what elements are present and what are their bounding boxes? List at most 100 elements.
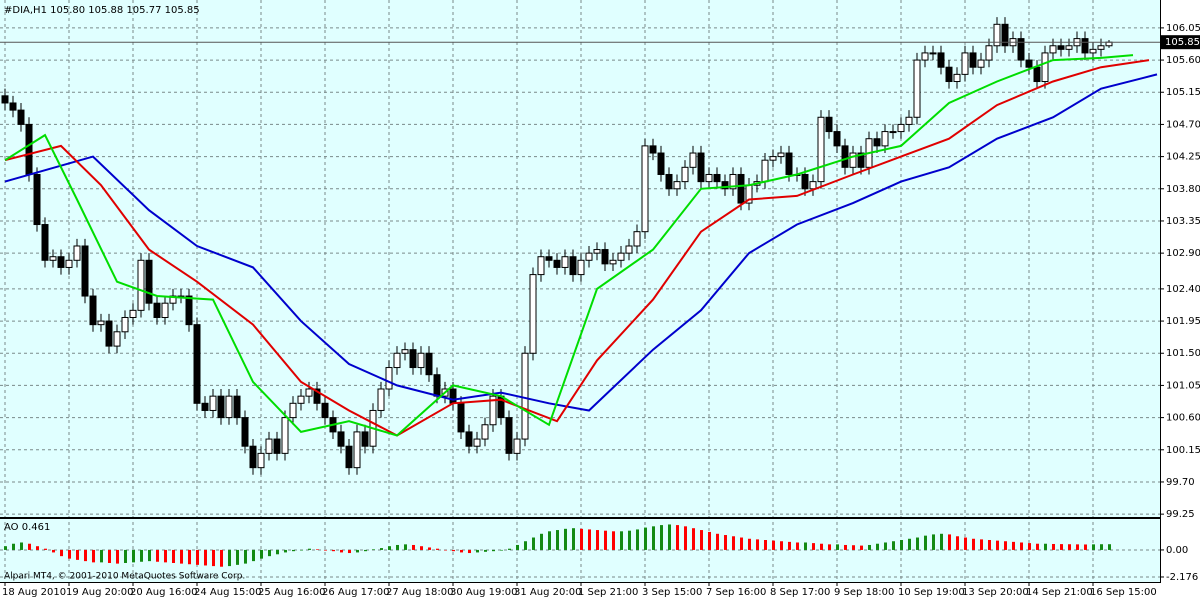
ao-bar [356,549,359,553]
candle-body [953,73,961,83]
x-tick-label: 18 Aug 2010 [2,587,66,598]
candle-body [105,320,113,347]
candle-body [145,259,153,304]
ao-bar [412,544,415,550]
ao-bar [252,549,255,562]
ao-bar [180,549,183,564]
candle-body [769,156,777,161]
candle-body [817,116,825,183]
ao-bar [236,549,239,565]
ao-bar [932,534,935,550]
candle-body [849,152,857,168]
candle-body [1105,41,1113,47]
candle-body [1025,59,1033,68]
candle-body [297,395,305,404]
candle-body [33,173,41,226]
ao-bar [1044,543,1047,550]
x-tick-label: 19 Aug 20:00 [66,587,133,598]
candle-body [185,295,193,326]
ao-bar [780,541,783,550]
ao-bar [60,549,63,557]
candle-body [257,452,265,469]
candle-body [1089,48,1097,54]
ao-bar [692,528,695,550]
ao-bar [756,539,759,550]
y-tick-label: -2.176 [1166,572,1198,583]
candle-body [1097,45,1105,50]
ao-bar [396,544,399,550]
ao-bar [676,525,679,550]
ao-bar [428,547,431,550]
ao-bar [652,526,655,550]
ao-bar [972,538,975,550]
ao-bar [1068,544,1071,550]
candle-body [721,181,729,190]
candle-body [425,352,433,376]
ao-bar [44,548,47,550]
current-price-box [1161,35,1200,50]
candle-body [337,431,345,447]
candle-body [265,438,273,454]
candle-body [249,445,257,469]
ao-bar [220,549,223,567]
candle-body [625,245,633,254]
ao-bar [476,549,479,553]
candle-body [1081,38,1089,54]
ao-bar [300,549,303,551]
ao-bar [772,540,775,550]
x-tick-label: 31 Aug 20:00 [514,587,581,598]
candle-body [225,395,233,419]
ao-bar [996,540,999,550]
candle-body [233,395,241,419]
ao-bar [548,531,551,550]
candle-body [393,352,401,369]
ao-bar [332,549,335,552]
ao-bar [532,537,535,550]
ao-bar [84,549,87,562]
ao-bar [796,542,799,550]
ao-bar [68,549,71,559]
candle-body [25,123,33,175]
ao-bar [884,542,887,550]
ao-bar [124,549,127,563]
candle-body [737,173,745,204]
ao-bar [716,533,719,550]
ao-bar [36,546,39,550]
ao-bar [268,549,271,557]
x-tick-label: 16 Sep 15:00 [1090,587,1157,598]
ao-bar [1052,543,1055,550]
candle-body [681,166,689,183]
y-tick-label: 99.70 [1166,477,1195,488]
candle-body [921,52,929,61]
ao-bar [284,549,287,553]
candle-body [873,138,881,147]
y-tick-label: 102.40 [1166,284,1200,295]
candle-body [521,352,529,440]
candle-body [969,52,977,68]
candle-body [617,252,625,261]
ao-bar [20,542,23,550]
ao-bar [596,530,599,550]
ao-bar [388,546,391,550]
candle-body [665,173,673,190]
candle-body [673,181,681,190]
ao-bar [852,545,855,550]
ao-bar [980,539,983,550]
candle-body [449,388,457,404]
candle-body [361,431,369,447]
ao-bar [588,529,591,550]
candle-body [241,417,249,447]
ao-bar [940,533,943,550]
candle-body [937,52,945,68]
candle-body [1065,45,1073,50]
y-tick-label: 99.25 [1166,509,1195,520]
candle-body [57,256,65,268]
candle-body [593,249,601,254]
candle-body [313,388,321,404]
candle-body [649,145,657,154]
ao-bar [732,536,735,550]
candle-body [137,259,145,311]
ao-bar [636,529,639,550]
candle-body [1057,45,1065,50]
